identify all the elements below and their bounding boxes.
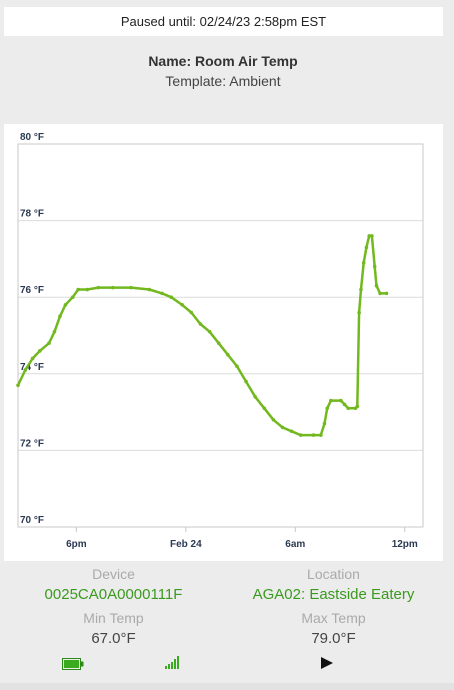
paused-status-bar: Paused until: 02/24/23 2:58pm EST xyxy=(4,7,443,36)
location-link[interactable]: AGA02: Eastside Eatery xyxy=(252,586,415,603)
data-point xyxy=(235,364,239,368)
temperature-chart-card: 70 °F 72 °F 74 °F 76 °F 78 °F 80 °F 6pm Feb 24 6… xyxy=(4,124,443,561)
data-point xyxy=(378,291,382,296)
sensor-template-line: Template: Ambient xyxy=(0,73,446,89)
data-point xyxy=(63,303,68,307)
data-point xyxy=(289,429,294,434)
data-point xyxy=(342,402,347,407)
data-point xyxy=(30,356,35,361)
y-tick-label: 74 °F xyxy=(20,362,44,373)
data-point xyxy=(271,417,276,422)
x-tick-label: 12pm xyxy=(392,539,418,550)
temperature-line-chart[interactable]: 70 °F 72 °F 74 °F 76 °F 78 °F 80 °F 6pm Feb 24 6… xyxy=(4,124,443,561)
divider xyxy=(0,683,454,690)
data-point xyxy=(339,398,343,403)
series-line xyxy=(16,234,387,437)
x-tick-label: 6pm xyxy=(66,539,87,550)
min-temp-value: 67.0°F xyxy=(91,630,136,647)
data-point xyxy=(384,291,389,296)
data-point xyxy=(160,291,164,296)
y-tick-label: 76 °F xyxy=(20,285,44,296)
data-point xyxy=(207,329,212,334)
y-tick-label: 72 °F xyxy=(20,438,44,449)
data-point xyxy=(361,260,366,265)
max-temp-label: Max Temp xyxy=(301,610,366,626)
data-point xyxy=(147,287,152,292)
data-point xyxy=(198,322,203,326)
signal-strength-icon xyxy=(165,655,183,674)
data-point xyxy=(58,314,62,319)
data-point xyxy=(367,234,371,238)
data-point xyxy=(319,433,323,437)
data-point xyxy=(298,433,303,437)
play-icon[interactable] xyxy=(320,656,334,675)
device-label: Device xyxy=(92,566,135,582)
x-tick-label: Feb 24 xyxy=(170,539,202,550)
paused-until-text: Paused until: 02/24/23 2:58pm EST xyxy=(120,14,327,29)
data-point xyxy=(357,310,361,315)
data-point xyxy=(38,349,42,353)
sensor-name-value: Room Air Temp xyxy=(195,53,298,69)
data-point xyxy=(329,398,333,403)
data-point xyxy=(85,287,90,292)
data-point xyxy=(216,341,221,345)
data-point xyxy=(225,352,230,357)
data-point xyxy=(280,425,285,430)
y-tick-label: 70 °F xyxy=(20,515,44,526)
data-point xyxy=(244,379,248,384)
location-label: Location xyxy=(307,566,360,582)
data-point xyxy=(325,406,330,411)
data-point xyxy=(169,295,174,299)
data-point xyxy=(355,404,360,409)
data-point xyxy=(262,406,267,411)
data-point xyxy=(311,433,316,437)
data-point xyxy=(322,421,327,426)
data-point xyxy=(253,394,257,399)
data-point xyxy=(359,287,363,292)
data-point xyxy=(372,264,377,269)
min-temp-block: Min Temp 67.0°F xyxy=(0,610,227,647)
data-point xyxy=(96,285,101,290)
data-point xyxy=(129,285,133,290)
battery-icon xyxy=(62,657,84,675)
template-label: Template: xyxy=(165,73,227,89)
x-tick-label: 6am xyxy=(285,539,305,550)
data-point xyxy=(47,341,51,345)
data-point xyxy=(52,329,57,334)
data-point xyxy=(16,383,20,388)
device-id-link[interactable]: 0025CA0A0000111F xyxy=(44,586,183,603)
data-point xyxy=(346,406,351,411)
data-point xyxy=(189,310,194,315)
sensor-name-label: Name: xyxy=(148,53,192,69)
sensor-name-line: Name: Room Air Temp xyxy=(0,53,446,69)
max-temp-value: 79.0°F xyxy=(311,630,356,647)
data-point xyxy=(370,234,374,238)
data-point xyxy=(374,283,379,288)
template-value: Ambient xyxy=(229,73,281,89)
location-block: Location AGA02: Eastside Eatery xyxy=(220,566,447,603)
y-tick-label: 78 °F xyxy=(20,209,44,220)
data-point xyxy=(364,245,369,250)
device-block: Device 0025CA0A0000111F xyxy=(0,566,227,603)
plot-border xyxy=(17,143,424,528)
data-point xyxy=(180,303,184,307)
y-tick-label: 80 °F xyxy=(20,132,44,143)
data-point xyxy=(76,287,81,292)
data-point xyxy=(23,368,28,372)
data-point xyxy=(111,285,115,290)
max-temp-block: Max Temp 79.0°F xyxy=(220,610,447,647)
data-point xyxy=(70,295,75,299)
min-temp-label: Min Temp xyxy=(83,610,144,626)
